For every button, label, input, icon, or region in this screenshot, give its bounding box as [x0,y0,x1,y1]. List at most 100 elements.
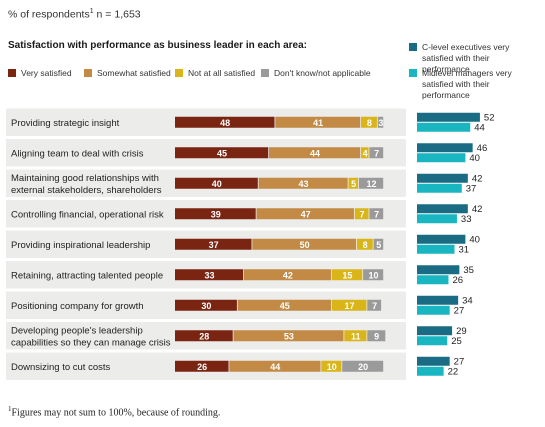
bar-value-label: 33 [204,270,214,280]
bar-segment [175,299,237,311]
side-bar-value: 22 [448,366,459,377]
bar-value-label: 47 [301,209,311,219]
bar-segment [175,330,233,342]
side-bar-value: 31 [459,244,470,255]
bar-value-label: 4 [363,148,368,158]
bar-segment [233,330,344,342]
category-label: Aligning team to deal with crisis [11,148,144,159]
side-bar-value: 52 [484,112,495,123]
side-bar [417,204,468,214]
side-bar-value: 44 [474,122,485,133]
bar-segment [331,269,363,281]
side-bar [417,336,448,346]
bar-segment [256,208,354,220]
legend-somewhat-satisfied: Somewhat satisfied [84,68,171,78]
side-bar [417,265,460,275]
bar-segment [331,299,367,311]
legend-not-at-all-satisfied: Not at all satisfied [175,68,255,78]
bar-segment [175,116,275,128]
bar-value-label: 3 [378,118,383,128]
side-bar-value: 40 [469,153,480,164]
bar-segment [367,330,386,342]
category-label: Positioning company for growth [11,301,144,312]
bar-segment [252,238,357,250]
bar-value-label: 45 [217,148,227,158]
bar-value-label: 5 [376,240,381,250]
bar-value-label: 41 [313,118,323,128]
bar-segment [243,269,331,281]
category-label: Providing inspirational leadership [11,240,150,251]
bar-value-label: 10 [327,362,337,372]
bar-segment [275,116,361,128]
side-bar [417,275,449,285]
bar-segment [175,147,269,159]
bar-value-label: 11 [351,331,361,341]
legend-swatch [261,69,269,77]
bar-value-label: 7 [360,209,365,219]
side-bar [417,183,462,193]
bar-segment [342,360,384,372]
side-bar-value: 33 [461,214,472,225]
legend-swatch [175,69,183,77]
bar-value-label: 48 [220,118,230,128]
bar-segment [369,208,384,220]
bar-segment [229,360,321,372]
side-bar-value: 25 [451,336,462,347]
legend-dont-know: Don't know/not applicable [261,68,371,78]
bar-segment [354,208,369,220]
bar-segment [369,147,384,159]
bar-segment [377,116,384,128]
side-bar [417,356,450,366]
legend-very-satisfied: Very satisfied [8,68,72,78]
bar-segment [363,269,384,281]
side-bar [417,214,457,224]
bar-value-label: 45 [280,301,290,311]
bar-value-label: 42 [283,270,293,280]
legend-swatch [84,69,92,77]
bar-segment [361,147,369,159]
bar-value-label: 8 [367,118,372,128]
side-bar [417,143,473,153]
chart-subtitle: Satisfaction with performance as busines… [8,40,307,51]
bar-value-label: 8 [363,240,368,250]
bar-segment [175,208,256,220]
bar-value-label: 30 [201,301,211,311]
side-bar-value: 46 [477,143,488,154]
bar-value-label: 40 [212,179,222,189]
bar-value-label: 26 [197,362,207,372]
side-bar-value: 26 [452,275,463,286]
category-label: Downsizing to cut costs [11,362,111,373]
category-label: Retaining, attracting talented people [11,270,163,281]
bar-segment [361,116,377,128]
side-bar-value: 27 [454,356,465,367]
side-bar-value: 42 [472,173,483,184]
bar-value-label: 17 [345,301,355,311]
side-bar [417,122,471,132]
side-bar [417,173,468,183]
side-bar-value: 40 [469,234,480,245]
side-bar-value: 34 [462,295,473,306]
legend-c-level: C-level executives very satisfied with t… [409,42,539,75]
bar-value-label: 7 [374,148,379,158]
side-bar-value: 37 [466,183,477,194]
bar-value-label: 20 [358,362,368,372]
category-label: Controlling financial, operational risk [11,209,164,220]
bar-value-label: 28 [199,331,209,341]
side-bar [417,153,466,163]
side-bar [417,112,480,122]
bar-segment [258,177,348,189]
bar-value-label: 15 [342,270,352,280]
bar-segment [175,238,252,250]
legend-midlevel: Midlevel managers very satisfied with th… [409,68,539,101]
bar-value-label: 53 [284,331,294,341]
bar-value-label: 37 [209,240,219,250]
bar-segment [356,238,373,250]
side-bar-value: 29 [456,326,467,337]
category-label: external stakeholders, shareholders [11,185,162,196]
bar-segment [348,177,359,189]
side-bar-value: 35 [463,265,474,276]
side-bar [417,326,453,336]
bar-segment [175,269,244,281]
bar-value-label: 44 [270,362,280,372]
